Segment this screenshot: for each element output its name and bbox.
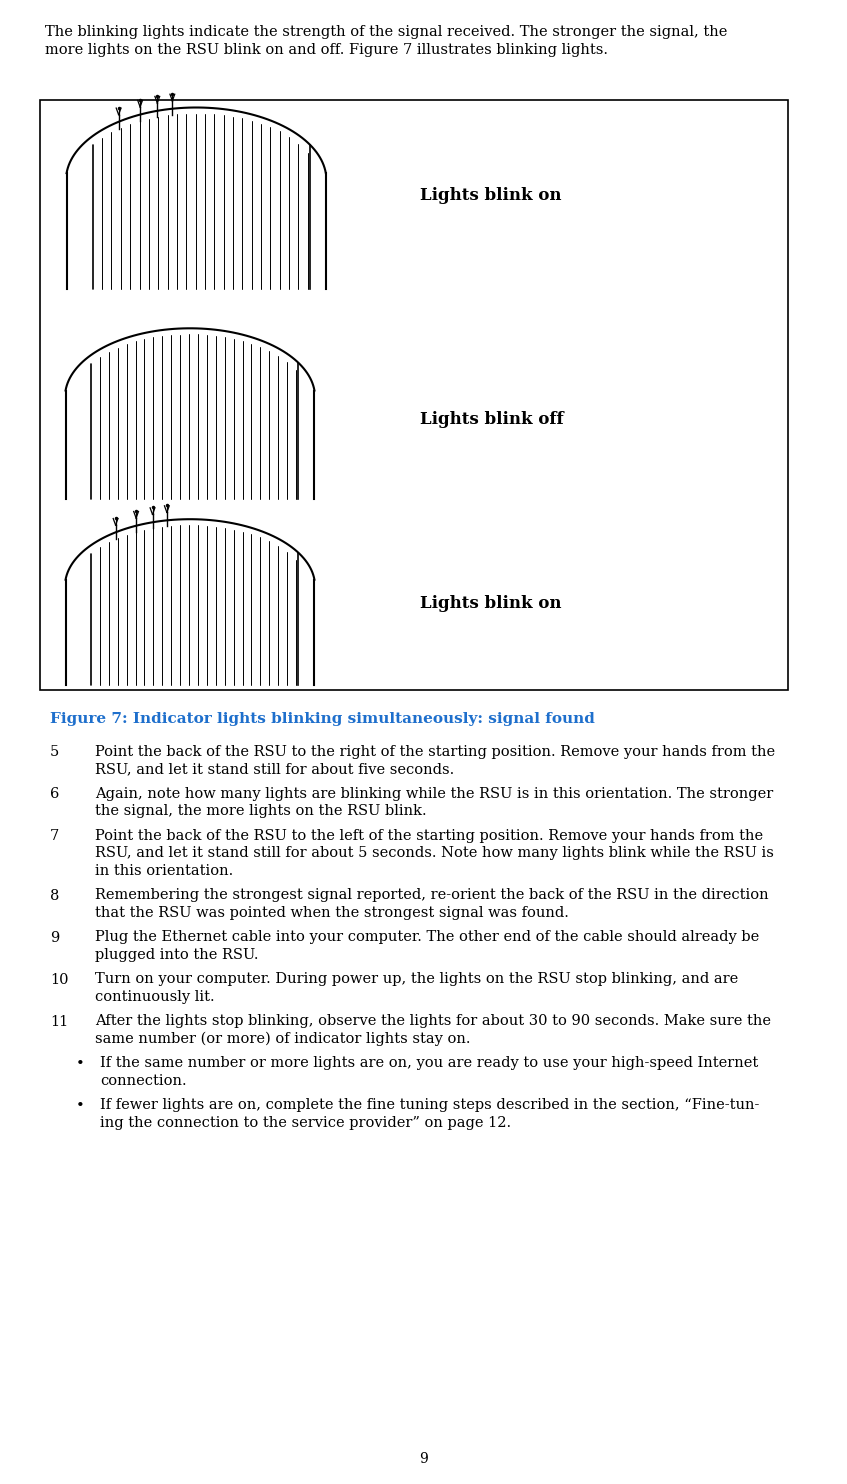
- Text: same number (or more) of indicator lights stay on.: same number (or more) of indicator light…: [95, 1031, 470, 1046]
- Text: Plug the Ethernet cable into your computer. The other end of the cable should al: Plug the Ethernet cable into your comput…: [95, 930, 759, 944]
- Text: connection.: connection.: [100, 1074, 186, 1088]
- Text: 6: 6: [50, 787, 59, 801]
- Text: Lights blink on: Lights blink on: [420, 595, 562, 611]
- Text: Lights blink on: Lights blink on: [420, 187, 562, 203]
- Text: Turn on your computer. During power up, the lights on the RSU stop blinking, and: Turn on your computer. During power up, …: [95, 972, 739, 987]
- Text: •: •: [76, 1098, 85, 1113]
- Text: If fewer lights are on, complete the fine tuning steps described in the section,: If fewer lights are on, complete the fin…: [100, 1098, 760, 1113]
- Bar: [40, 99, 788, 690]
- Text: that the RSU was pointed when the strongest signal was found.: that the RSU was pointed when the strong…: [95, 907, 569, 920]
- Text: After the lights stop blinking, observe the lights for about 30 to 90 seconds. M: After the lights stop blinking, observe …: [95, 1015, 771, 1028]
- Text: •: •: [76, 1057, 85, 1070]
- Text: Again, note how many lights are blinking while the RSU is in this orientation. T: Again, note how many lights are blinking…: [95, 787, 773, 801]
- Text: 5: 5: [50, 745, 59, 758]
- Text: The blinking lights indicate the strength of the signal received. The stronger t: The blinking lights indicate the strengt…: [45, 25, 728, 39]
- Text: 11: 11: [50, 1015, 69, 1028]
- Text: Figure 7: Indicator lights blinking simultaneously: signal found: Figure 7: Indicator lights blinking simu…: [50, 712, 595, 726]
- Text: RSU, and let it stand still for about 5 seconds. Note how many lights blink whil: RSU, and let it stand still for about 5 …: [95, 846, 774, 861]
- Text: Lights blink off: Lights blink off: [420, 411, 563, 429]
- Text: 9: 9: [419, 1451, 428, 1466]
- Text: 10: 10: [50, 972, 69, 987]
- Text: 7: 7: [50, 830, 59, 843]
- Text: 9: 9: [50, 930, 59, 944]
- Text: plugged into the RSU.: plugged into the RSU.: [95, 948, 258, 962]
- Text: Point the back of the RSU to the right of the starting position. Remove your han: Point the back of the RSU to the right o…: [95, 745, 775, 758]
- Text: ing the connection to the service provider” on page 12.: ing the connection to the service provid…: [100, 1116, 511, 1129]
- Text: in this orientation.: in this orientation.: [95, 864, 233, 879]
- Text: continuously lit.: continuously lit.: [95, 990, 214, 1005]
- Text: more lights on the RSU blink on and off. Figure 7 illustrates blinking lights.: more lights on the RSU blink on and off.…: [45, 43, 608, 56]
- Text: Point the back of the RSU to the left of the starting position. Remove your hand: Point the back of the RSU to the left of…: [95, 830, 763, 843]
- Text: Remembering the strongest signal reported, re-orient the back of the RSU in the : Remembering the strongest signal reporte…: [95, 889, 768, 902]
- Text: RSU, and let it stand still for about five seconds.: RSU, and let it stand still for about fi…: [95, 763, 454, 776]
- Text: If the same number or more lights are on, you are ready to use your high-speed I: If the same number or more lights are on…: [100, 1057, 758, 1070]
- Text: the signal, the more lights on the RSU blink.: the signal, the more lights on the RSU b…: [95, 804, 427, 819]
- Text: 8: 8: [50, 889, 59, 902]
